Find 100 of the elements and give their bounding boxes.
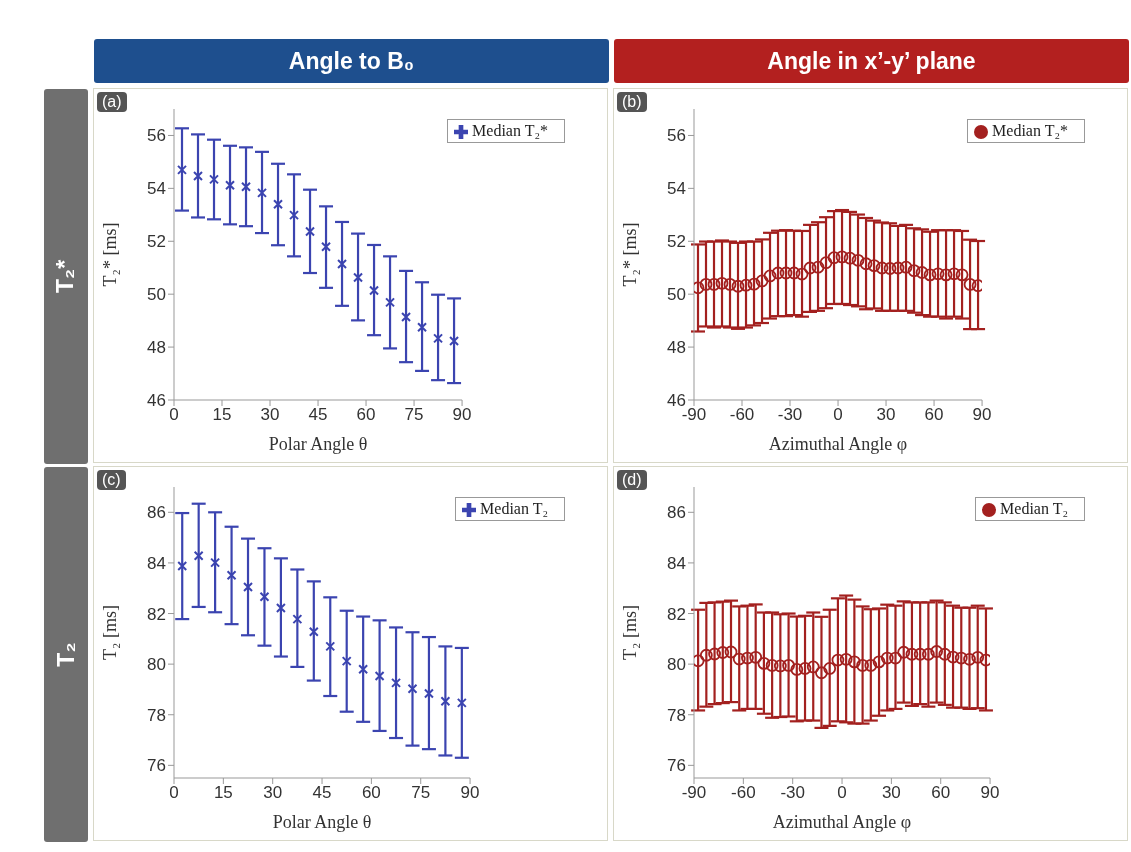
point [779,266,793,280]
point [308,626,319,637]
y-axis-title: T₂ [ms] [620,605,641,660]
x-tick-label: 0 [169,783,179,803]
point [401,311,412,322]
point [177,560,188,571]
point [440,696,451,707]
x-axis-title: Azimuthal Angle φ [772,812,912,832]
point [716,646,730,659]
point [305,226,316,237]
point [193,550,204,561]
point [210,557,221,568]
point [417,322,428,333]
point [971,650,985,664]
point [273,199,284,210]
point [773,659,787,673]
point [257,187,268,198]
point [226,570,237,581]
point [847,655,861,669]
text: (c) [97,470,126,490]
y-axis-title: T₂* [ms] [620,222,641,287]
y-tick-label: 86 [147,503,166,523]
point [875,261,889,275]
point [859,257,873,271]
point [731,279,745,293]
point [831,653,845,667]
point [954,651,968,665]
x-tick-label: 90 [972,405,992,425]
point [939,268,953,282]
x-tick-label: -30 [780,783,805,803]
x-tick-label: 30 [876,405,896,425]
point [241,181,252,192]
point [915,266,929,279]
point [938,647,952,661]
point [433,333,444,344]
point [321,241,332,252]
point [891,261,905,275]
point [819,256,833,270]
point [963,277,977,291]
x-tick-label: -60 [729,405,755,425]
y-tick-label: 48 [667,338,686,358]
y-tick-label: 56 [147,126,166,146]
point [225,180,236,191]
point [823,662,837,675]
point [931,267,945,281]
point [815,666,828,680]
point [795,267,809,281]
text: T₂ [52,642,80,667]
x-tick-label: 60 [356,405,376,425]
point [905,647,919,661]
point [259,591,270,602]
x-tick-label: 0 [169,405,179,425]
point [930,645,944,658]
y-tick-label: 76 [147,756,166,776]
point [325,641,336,652]
point [979,653,991,667]
x-tick-label: 60 [924,405,944,425]
x-axis-title: Polar Angle θ [268,434,368,454]
y-tick-label: 46 [147,391,166,411]
legend-label: Median T₂* [472,122,548,139]
y-tick-label: 52 [147,232,166,252]
point [803,261,817,275]
y-tick-label: 82 [147,604,166,624]
point [243,581,254,592]
point [757,656,771,670]
point [708,647,721,661]
y-tick-label: 78 [667,705,686,725]
point [955,268,969,282]
chart-title: Angle in x’-y’ plane [614,39,1129,83]
x-tick-label: 15 [212,405,232,425]
text: (b) [617,92,647,112]
point [353,272,364,283]
y-tick-label: 48 [147,338,166,358]
x-tick-label: 0 [837,783,847,803]
point [806,660,820,674]
point [872,655,886,669]
point [798,662,812,675]
y-tick-label: 84 [147,553,166,573]
point [423,688,434,699]
point [835,250,849,264]
y-axis-title: T₂ [ms] [100,605,121,660]
x-tick-label: -60 [731,783,756,803]
point [790,663,804,676]
point [827,251,841,265]
y-tick-label: 54 [147,179,166,199]
legend-label: Median T₂* [992,122,1068,139]
point [765,659,779,672]
point [763,269,777,283]
x-tick-label: 90 [980,783,1000,803]
point [897,645,911,659]
point [851,253,865,267]
point [337,259,348,270]
point [391,677,402,688]
x-tick-label: 90 [460,783,480,803]
point [913,647,927,661]
point [407,683,418,694]
x-tick-label: 90 [452,405,472,425]
point [209,174,220,185]
point [449,336,460,347]
point [856,659,869,672]
